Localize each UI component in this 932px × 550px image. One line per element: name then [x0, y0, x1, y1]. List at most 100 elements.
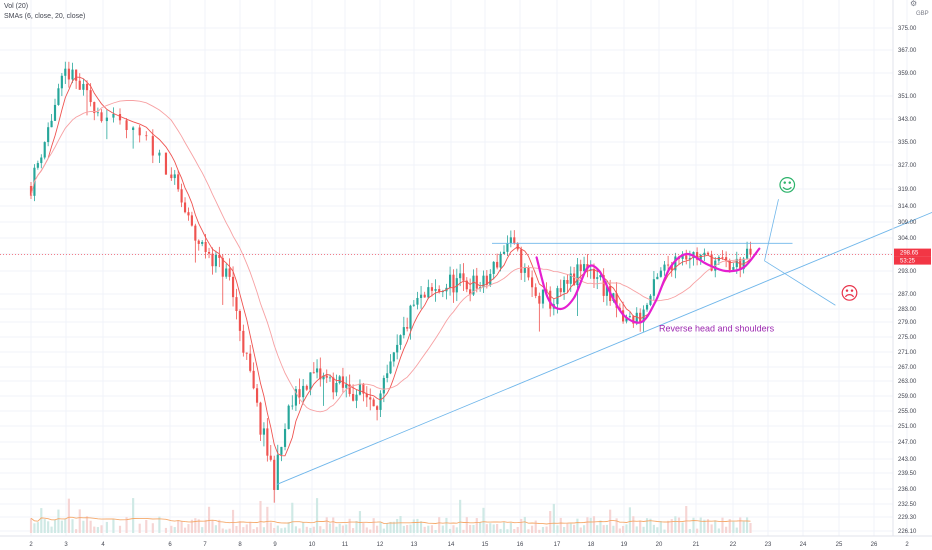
volume-bar	[197, 519, 200, 533]
volume-bar	[645, 518, 649, 533]
candle-body	[71, 69, 74, 80]
volume-bar	[392, 521, 395, 533]
volume-bar	[612, 525, 615, 533]
candle-body	[696, 252, 699, 260]
price-tick-label: 327.00	[898, 163, 917, 169]
candle-body	[36, 163, 39, 168]
volume-bar	[609, 509, 612, 533]
volume-bar	[221, 528, 224, 533]
volume-bar	[50, 526, 53, 533]
volume-bar	[635, 526, 638, 533]
happy-face-icon: ☺	[778, 175, 797, 196]
price-tick-label: 343.00	[898, 117, 917, 123]
candle-body	[685, 255, 688, 260]
candle-body	[406, 327, 409, 329]
volume-bar	[586, 517, 589, 533]
candle-body	[164, 152, 168, 175]
candle-body	[283, 428, 287, 447]
volume-bar	[412, 519, 415, 533]
candle-body	[151, 136, 154, 156]
volume-bar	[78, 509, 81, 533]
candle-body	[365, 393, 368, 398]
candle-body	[563, 280, 566, 293]
volume-bar	[579, 527, 582, 533]
volume-bar	[639, 520, 642, 533]
candle-body	[78, 80, 81, 90]
candle-body	[605, 286, 608, 296]
candle-body	[652, 279, 655, 296]
candle-body	[294, 389, 297, 406]
price-tick-label: 293.00	[898, 269, 917, 275]
candle-body	[615, 293, 618, 308]
volume-bar	[628, 507, 631, 533]
volume-bar	[266, 506, 269, 533]
candle-body	[379, 393, 382, 410]
volume-bar	[100, 525, 103, 533]
candle-body	[60, 75, 63, 89]
volume-bar	[430, 525, 434, 533]
candle-body	[376, 406, 379, 410]
candle-body	[576, 264, 579, 286]
volume-bar	[527, 529, 530, 533]
volume-bar	[125, 517, 128, 533]
volume-bar	[696, 528, 699, 533]
candle-body	[369, 397, 372, 400]
candle-body	[632, 316, 635, 324]
candle-body	[663, 264, 666, 271]
candle-body	[667, 264, 670, 266]
candle-body	[732, 267, 735, 270]
volume-bar	[445, 517, 448, 533]
time-tick-label: 11	[342, 542, 349, 548]
volume-bar	[85, 516, 89, 533]
candle-body	[509, 237, 512, 244]
time-tick-label: 12	[377, 542, 384, 548]
price-tick-label: 375.00	[898, 26, 917, 32]
candle-body	[541, 289, 545, 304]
volume-bar	[345, 524, 348, 533]
volume-bar	[622, 525, 625, 533]
candle-body	[221, 257, 224, 277]
volume-bars	[29, 498, 752, 533]
volume-bar	[703, 519, 706, 533]
volume-bar	[615, 518, 618, 533]
candle-body	[523, 266, 526, 273]
volume-bar	[231, 509, 235, 533]
volume-bar	[151, 523, 154, 533]
volume-bar	[545, 526, 548, 533]
candle-body	[465, 280, 468, 290]
volume-bar	[291, 502, 294, 533]
sma-indicator-label[interactable]: SMAs (6, close, 20, close)	[4, 13, 86, 20]
candle-body	[201, 241, 204, 244]
time-tick-label: 19	[621, 542, 628, 548]
candle-body	[419, 294, 423, 298]
volume-bar	[173, 527, 176, 533]
volume-bar	[721, 517, 724, 533]
candle-body	[710, 254, 713, 271]
candle-body	[642, 309, 645, 323]
volume-bar	[625, 524, 628, 533]
candle-body	[173, 174, 176, 179]
volume-bar	[225, 529, 228, 533]
candle-body	[674, 256, 677, 271]
volume-bar	[389, 521, 392, 533]
drawings: Reverse head and shoulders ☺ ☹	[0, 175, 932, 485]
price-tick-label: 275.00	[898, 335, 917, 341]
candle-body	[89, 90, 92, 103]
volume-bar	[325, 517, 328, 533]
price-axis: 375.00 367.00 359.00 351.00 343.00 335.00 327.…	[892, 0, 931, 536]
volume-bar	[649, 518, 652, 533]
candle-body	[105, 117, 108, 122]
settings-icon[interactable]: ⚙	[910, 0, 918, 8]
volume-bar	[164, 527, 168, 533]
candle-body	[287, 405, 290, 429]
volume-bar	[479, 521, 482, 533]
candle-body	[82, 83, 85, 90]
volume-bar	[43, 519, 46, 533]
volume-bar	[416, 518, 419, 533]
bearish-scenario-line	[764, 260, 836, 306]
volume-bar	[452, 525, 455, 533]
volume-indicator-label[interactable]: Vol (20)	[4, 3, 29, 10]
volume-bar	[328, 523, 332, 533]
volume-bar	[559, 517, 562, 533]
